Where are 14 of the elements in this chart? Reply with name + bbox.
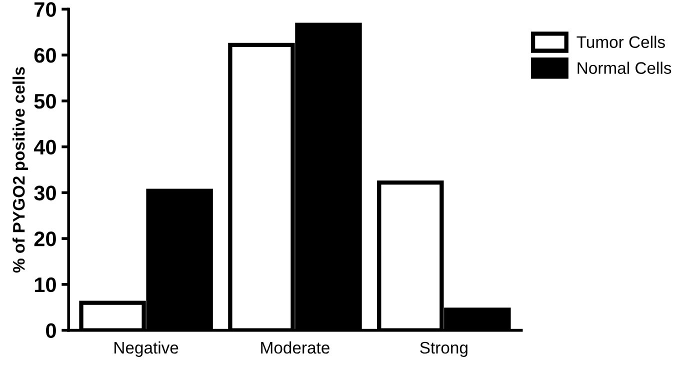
y-tick-label: 40 bbox=[34, 140, 56, 155]
y-axis-title: % of PYGO2 positive cells bbox=[12, 67, 28, 273]
y-tick-label: 60 bbox=[34, 48, 56, 63]
legend-label: Normal Cells bbox=[578, 62, 672, 74]
x-tick-label: Negative bbox=[114, 341, 178, 357]
y-tick-label: 50 bbox=[34, 94, 56, 109]
y-tick-label: 10 bbox=[34, 277, 56, 292]
x-tick-label: Strong bbox=[420, 342, 468, 357]
legend-label: Tumor Cells bbox=[576, 36, 665, 48]
y-tick-label: 20 bbox=[34, 232, 56, 246]
y-tick-label: 30 bbox=[34, 186, 56, 200]
x-tick-label: Moderate bbox=[261, 341, 330, 354]
y-tick-label: 0 bbox=[46, 323, 56, 338]
y-tick-label: 70 bbox=[34, 2, 56, 17]
